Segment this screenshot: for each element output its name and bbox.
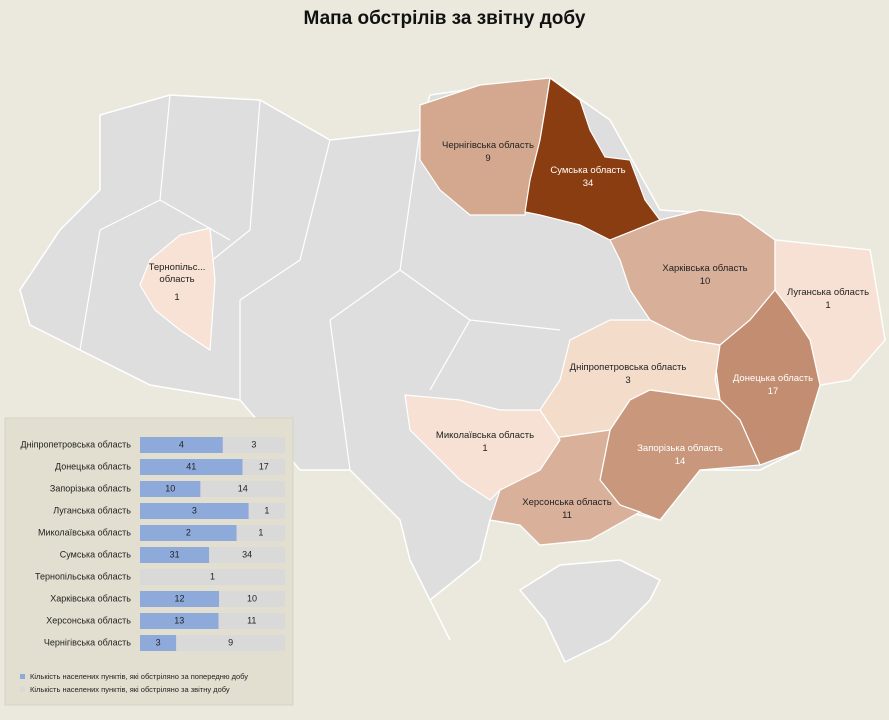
region-name: Сумська область xyxy=(550,165,626,176)
data-label: 1 xyxy=(210,571,215,581)
data-label: 11 xyxy=(247,615,256,625)
bar xyxy=(242,459,285,475)
legend-label: Кількість населених пунктів, які обстріл… xyxy=(30,672,248,681)
legend-label: Кількість населених пунктів, які обстріл… xyxy=(30,685,230,694)
data-label: 1 xyxy=(264,505,269,515)
region-name: Луганська область xyxy=(786,287,870,298)
data-label: 34 xyxy=(242,549,252,559)
data-label: 4 xyxy=(179,439,184,449)
data-label: 41 xyxy=(186,461,196,471)
region-value: 9 xyxy=(485,153,491,164)
bar xyxy=(219,591,285,607)
bar xyxy=(200,481,285,497)
bar xyxy=(176,635,285,651)
region-value: 3 xyxy=(625,375,631,386)
region-name: Тернопільс... область xyxy=(148,262,206,285)
region xyxy=(599,389,761,521)
region-name: Чернігівська область xyxy=(442,140,534,151)
y-tick-label: Харківська область xyxy=(50,593,131,603)
map-title: Мапа обстрілів за звітну добу xyxy=(303,8,586,29)
y-tick-label: Сумська область xyxy=(60,549,132,559)
legend-swatch xyxy=(20,687,25,692)
data-label: 10 xyxy=(247,593,257,603)
bar xyxy=(140,613,219,629)
y-tick-label: Миколаївська область xyxy=(38,527,131,537)
y-tick-label: Дніпропетровська область xyxy=(21,439,132,449)
region-name: Донецька область xyxy=(732,373,814,384)
data-label: 14 xyxy=(238,483,248,493)
region-name: Дніпропетровська область xyxy=(569,362,687,373)
data-label: 12 xyxy=(175,593,185,603)
region-value: 10 xyxy=(699,276,711,287)
legend-swatch xyxy=(20,674,25,679)
region-value: 14 xyxy=(674,456,686,467)
region-value: 11 xyxy=(562,510,572,521)
region-value: 1 xyxy=(174,292,180,303)
data-label: 17 xyxy=(259,461,269,471)
y-tick-label: Херсонська область xyxy=(46,615,131,625)
bar xyxy=(140,459,243,475)
region-value: 17 xyxy=(767,386,779,397)
bar xyxy=(140,437,223,453)
region-borders xyxy=(79,94,561,471)
region-name: Запорізька область xyxy=(637,443,723,454)
bar xyxy=(140,503,249,519)
data-label: 3 xyxy=(156,637,161,647)
region-name: Херсонська область xyxy=(522,497,612,508)
bar xyxy=(140,547,210,563)
region-value: 1 xyxy=(482,443,488,454)
data-label: 31 xyxy=(170,549,180,559)
region-name: Харківська область xyxy=(662,263,748,274)
bar xyxy=(140,525,237,541)
y-tick-label: Чернігівська область xyxy=(44,637,131,647)
bar xyxy=(209,547,285,563)
data-label: 1 xyxy=(258,527,263,537)
data-label: 9 xyxy=(228,637,233,647)
data-label: 3 xyxy=(251,439,256,449)
bar xyxy=(140,569,285,585)
y-tick-label: Запорізька область xyxy=(50,483,131,493)
y-tick-label: Тернопільська область xyxy=(35,571,131,581)
region-value: 34 xyxy=(582,178,594,189)
data-label: 3 xyxy=(192,505,197,515)
data-label: 2 xyxy=(186,527,191,537)
bar xyxy=(248,503,285,519)
bar xyxy=(140,591,220,607)
region-name: Миколаївська область xyxy=(435,430,535,441)
bar xyxy=(222,437,285,453)
bar xyxy=(218,613,285,629)
y-tick-label: Донецька область xyxy=(55,461,131,471)
data-label: 13 xyxy=(174,615,184,625)
y-tick-label: Луганська область xyxy=(53,505,131,515)
bar xyxy=(140,635,177,651)
region xyxy=(404,394,561,501)
region xyxy=(139,227,216,352)
bar xyxy=(236,525,285,541)
region-value: 1 xyxy=(825,300,831,311)
bar xyxy=(140,481,201,497)
data-label: 10 xyxy=(165,483,175,493)
crimea xyxy=(518,559,662,664)
